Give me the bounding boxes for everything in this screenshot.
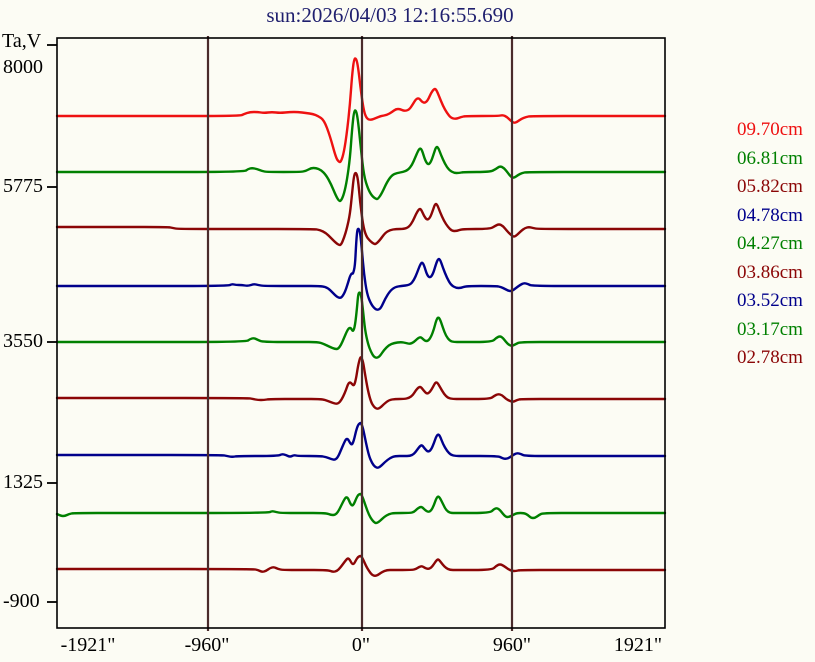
trace-03.52cm bbox=[55, 421, 667, 469]
y-tick-label: 3550 bbox=[3, 330, 43, 353]
trace-02.78cm bbox=[55, 554, 667, 577]
legend-entry: 04.78cm bbox=[737, 204, 803, 226]
plot-title: sun:2026/04/03 12:16:55.690 bbox=[266, 3, 514, 27]
x-tick-label: -1921" bbox=[60, 634, 116, 656]
x-tick-label: -960" bbox=[184, 634, 230, 656]
trace-03.86cm bbox=[55, 356, 667, 410]
legend-entry: 09.70cm bbox=[737, 119, 803, 140]
x-tick-label: 960" bbox=[492, 634, 532, 656]
y-tick-label: -900 bbox=[3, 590, 40, 613]
legend-entry: 03.86cm bbox=[737, 261, 803, 283]
y-tick-label: 8000 bbox=[3, 56, 43, 79]
legend-entry: 03.52cm bbox=[737, 290, 803, 311]
trace-04.78cm bbox=[55, 227, 667, 311]
legend-entry: 05.82cm bbox=[737, 176, 803, 197]
legend-entry: 04.27cm bbox=[737, 233, 803, 254]
y-axis-label: Ta,V bbox=[2, 30, 42, 52]
trace-05.82cm bbox=[55, 171, 667, 247]
trace-09.70cm bbox=[55, 57, 667, 164]
legend-entry: 02.78cm bbox=[737, 347, 803, 368]
legend-entry: 06.81cm bbox=[737, 147, 803, 169]
trace-06.81cm bbox=[55, 109, 667, 203]
y-tick-label: 1325 bbox=[3, 471, 43, 494]
trace-04.27cm bbox=[55, 291, 667, 359]
y-tick-label: 5775 bbox=[3, 175, 43, 198]
plot-frame bbox=[56, 37, 666, 629]
trace-03.17cm bbox=[55, 492, 667, 525]
x-tick-label: 0" bbox=[351, 634, 371, 656]
legend-entry: 03.17cm bbox=[737, 318, 803, 340]
x-tick-label: 1921" bbox=[613, 634, 663, 656]
